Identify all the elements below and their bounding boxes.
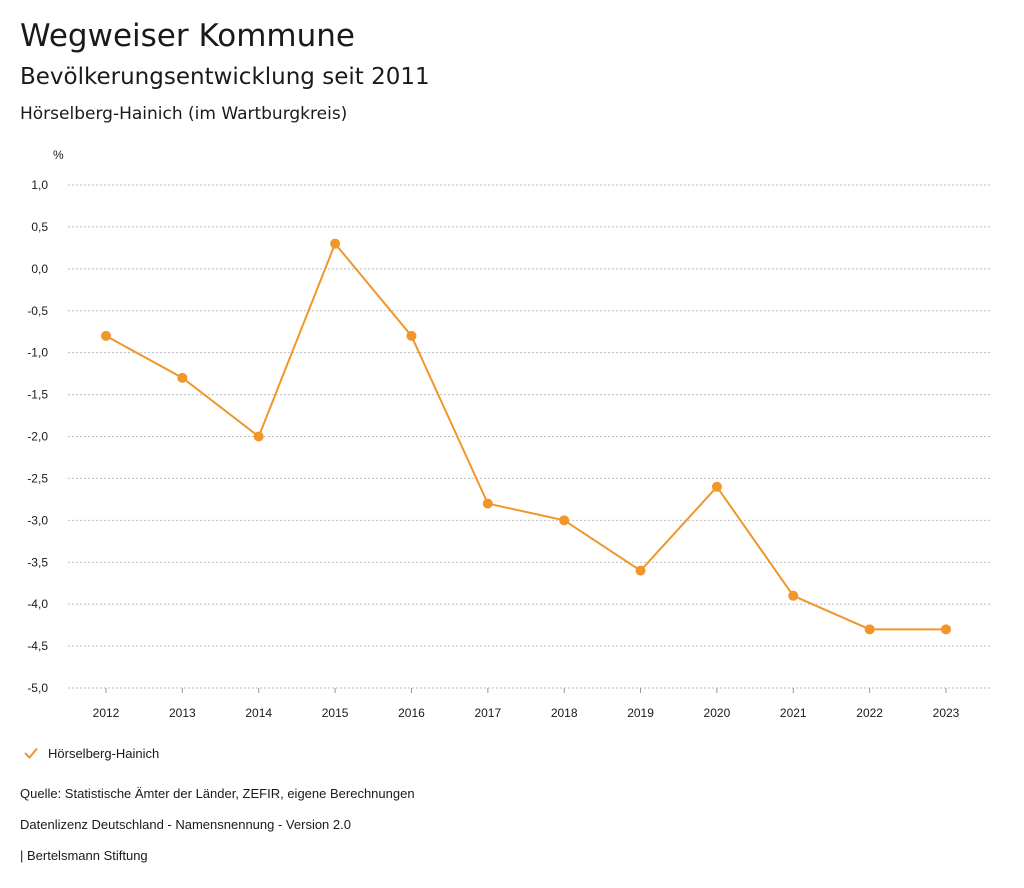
x-tick-labels: 2012 2013 2014 2015 2016 2017 2018 2019 2020 2021… — [93, 688, 960, 720]
series-group — [101, 238, 951, 635]
x-tick-label: 2015 — [322, 706, 349, 720]
region-label: Hörselberg-Hainich (im Wartburgkreis) — [20, 104, 348, 124]
publisher-note: | Bertelsmann Stiftung — [20, 848, 148, 863]
legend[interactable]: Hörselberg-Hainich — [22, 744, 159, 762]
data-point[interactable] — [101, 330, 111, 341]
y-tick-label: 1,0 — [31, 178, 48, 192]
data-point[interactable] — [406, 330, 417, 341]
x-tick-label: 2017 — [474, 706, 501, 720]
y-tick-label: -4,5 — [27, 639, 48, 653]
data-point[interactable] — [788, 590, 799, 601]
x-tick-label: 2019 — [627, 706, 654, 720]
x-tick-label: 2022 — [856, 706, 883, 720]
data-point[interactable] — [864, 624, 875, 635]
y-tick-label: 0,5 — [31, 220, 48, 234]
chart-subtitle: Bevölkerungsentwicklung seit 2011 — [20, 64, 430, 90]
data-point[interactable] — [330, 238, 341, 249]
data-point[interactable] — [941, 624, 951, 635]
y-tick-labels: 1,0 0,5 0,0 -0,5 -1,0 -1,5 -2,0 -2,5 -3,0 -3,5 -4,… — [27, 178, 48, 695]
y-unit-label: % — [53, 148, 64, 162]
y-tick-label: -2,5 — [27, 471, 48, 485]
y-tick-label: -1,5 — [27, 388, 48, 402]
page-title: Wegweiser Kommune — [20, 18, 355, 54]
license-note: Datenlizenz Deutschland - Namensnennung … — [20, 817, 351, 832]
grid-lines — [68, 184, 990, 689]
legend-label: Hörselberg-Hainich — [48, 745, 160, 761]
x-tick-label: 2021 — [780, 706, 807, 720]
data-point[interactable] — [711, 481, 722, 492]
x-tick-label: 2018 — [551, 706, 578, 720]
x-tick-label: 2012 — [93, 706, 120, 720]
x-tick-label: 2016 — [398, 706, 425, 720]
y-tick-label: -4,0 — [27, 597, 48, 611]
checkmark-icon — [24, 747, 38, 759]
series-line — [105, 241, 946, 631]
data-point[interactable] — [253, 431, 264, 442]
y-tick-label: -3,0 — [27, 513, 48, 527]
x-tick-label: 2013 — [169, 706, 196, 720]
data-point[interactable] — [177, 372, 188, 383]
y-tick-label: -5,0 — [27, 681, 48, 695]
x-tick-label: 2014 — [245, 706, 272, 720]
y-tick-label: -3,5 — [27, 555, 48, 569]
line-chart: % 1,0 0,5 0,0 -0,5 -1,0 -1,5 -2,0 -2,5 -3,0 -3,5 -… — [27, 148, 990, 720]
x-tick-label: 2023 — [933, 706, 960, 720]
y-tick-label: -0,5 — [27, 304, 48, 318]
y-tick-label: 0,0 — [31, 262, 48, 276]
x-tick-label: 2020 — [704, 706, 731, 720]
data-point[interactable] — [482, 498, 493, 509]
data-point[interactable] — [635, 565, 646, 576]
source-note: Quelle: Statistische Ämter der Länder, Z… — [20, 786, 415, 801]
y-tick-label: -2,0 — [27, 430, 48, 444]
y-tick-label: -1,0 — [27, 346, 48, 360]
data-point[interactable] — [559, 515, 570, 526]
